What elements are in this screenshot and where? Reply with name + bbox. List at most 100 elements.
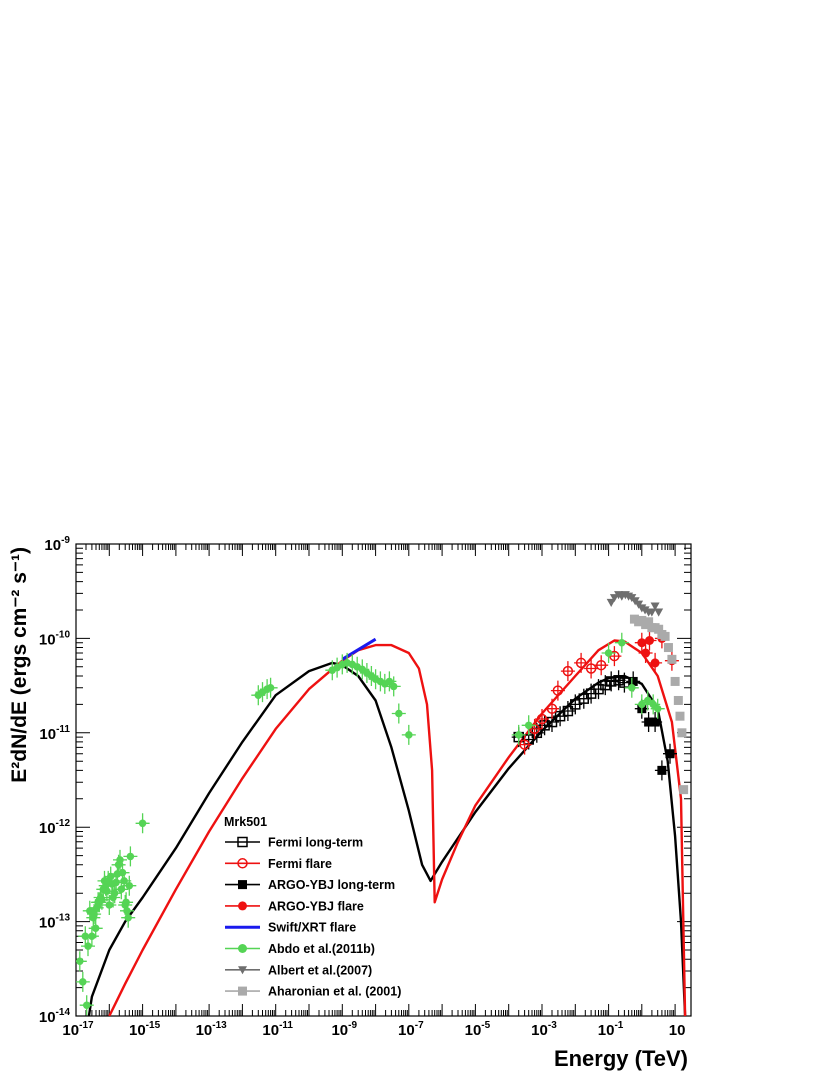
abdo-et-al-2011b-point	[110, 889, 119, 897]
legend-label: Albert et al.(2007)	[268, 963, 372, 977]
fermi-flare-point	[562, 665, 574, 677]
abdo-et-al-2011b-point	[405, 731, 413, 739]
fermi-long-term-point	[562, 705, 574, 717]
aharonian-et-al-2001-point	[644, 617, 654, 627]
abdo-et-al-2011b-point	[123, 907, 131, 915]
legend-marker	[238, 944, 247, 953]
albert-et-al-2007-point	[640, 606, 650, 615]
legend-marker	[238, 986, 247, 996]
abdo-et-al-2011b-point	[98, 896, 106, 904]
abdo-et-al-2011b-point	[138, 819, 147, 828]
abdo-et-al-2011b-point	[76, 957, 84, 966]
legend-label: Aharonian et al. (2001)	[268, 985, 401, 999]
abdo-et-al-2011b-point	[84, 942, 92, 950]
legend-marker	[238, 901, 247, 911]
argo-ybj-long-term-point	[665, 749, 675, 759]
abdo-et-al-2011b-point	[389, 682, 398, 691]
model-curves	[87, 637, 687, 1016]
x-axis-title: Energy (TeV)	[554, 1046, 688, 1071]
abdo-et-al-2011b-point	[90, 910, 98, 918]
swift-xrt-flare-line	[341, 637, 377, 661]
abdo-et-al-2011b-point	[122, 898, 130, 907]
tick-label: 10-7	[398, 1020, 424, 1039]
legend-entry-swift-xrt-flare: Swift/XRT flare	[225, 921, 356, 935]
legend-marker	[237, 836, 248, 848]
tick-label: 10-10	[39, 629, 71, 648]
tick-label: 10-9	[44, 535, 70, 554]
axis-ticks	[75, 544, 692, 1017]
tick-label: 10-14	[39, 1007, 71, 1026]
argo-ybj-flare-point	[645, 636, 655, 646]
fermi-flare-point	[585, 663, 597, 674]
abdo-et-al-2011b-point	[618, 638, 626, 647]
legend-entry-fermi-long-term: Fermi long-term	[225, 836, 363, 850]
abdo-et-al-2011b-point	[395, 709, 403, 718]
abdo-et-al-2011b-point	[524, 721, 533, 730]
abdo-et-al-2011b-point	[79, 978, 87, 986]
tick-label: 10	[669, 1022, 686, 1039]
abdo-et-al-2011b-point	[385, 677, 394, 686]
tick-label: 10-11	[39, 724, 70, 743]
aharonian-et-al-2001-point	[673, 695, 683, 705]
tick-label: 10-12	[39, 818, 71, 837]
aharonian-et-al-2001-point	[667, 654, 677, 664]
albert-et-al-2007-point	[647, 608, 657, 617]
tick-label: 10-1	[598, 1020, 624, 1039]
legend-entry-fermi-flare: Fermi flare	[225, 857, 332, 871]
abdo-et-al-2011b-point	[105, 901, 114, 909]
legend-entry-aharonian-et-al-2001: Aharonian et al. (2001)	[225, 985, 401, 999]
argo-ybj-long-term-point	[657, 765, 667, 775]
albert-et-al-2007-point	[654, 608, 664, 617]
fermi-long-term-point	[605, 676, 617, 687]
argo-ybj-long-term-point	[650, 717, 660, 727]
fermi-long-term-point	[613, 675, 624, 686]
legend-entry-albert-et-al-2007: Albert et al.(2007)	[225, 963, 372, 977]
fermi-flare-point	[595, 659, 607, 671]
abdo-et-al-2011b-point	[266, 684, 275, 692]
tick-label: 10-17	[62, 1020, 94, 1039]
aharonian-et-al-2001-point	[663, 643, 673, 653]
abdo-et-al-2011b-point	[112, 878, 120, 887]
tick-label: 10-3	[531, 1020, 557, 1039]
abdo-et-al-2011b-point	[116, 856, 124, 864]
aharonian-et-al-2001-point	[679, 785, 689, 795]
x-tick-labels: 10-17 10-15 10-13 10-11 10-9 10-7 10-5 10-3 10-1…	[62, 1020, 685, 1039]
tick-label: 10-11	[262, 1020, 293, 1039]
argo-ybj-flare-point	[650, 658, 660, 668]
albert-et-al-2007-point	[609, 594, 619, 603]
abdo-et-al-2011b-point	[82, 1001, 91, 1009]
legend-label: Fermi long-term	[268, 836, 363, 850]
fermi-long-term-point	[570, 699, 581, 710]
tick-label: 10-9	[331, 1020, 357, 1039]
fermi-long-term-point	[600, 679, 611, 691]
aharonian-et-al-2001-point	[670, 676, 680, 686]
y-tick-labels: 10-14 10-13 10-12 10-11 10-10 10-9	[39, 535, 71, 1026]
abdo-et-al-2011b-point	[118, 868, 127, 877]
legend-label: Swift/XRT flare	[268, 921, 356, 935]
fermi-flare-point	[552, 685, 564, 696]
fermi-flare-point	[536, 713, 548, 725]
tick-marks	[75, 544, 692, 1017]
fermi-flare-point	[529, 723, 540, 735]
fermi-flare-point	[575, 657, 587, 669]
abdo-et-al-2011b-point	[643, 696, 652, 705]
abdo-et-al-2011b-point	[604, 649, 613, 657]
legend: Mrk501 Fermi long-term Fermi flare ARGO-YB…	[224, 815, 401, 999]
aharonian-et-al-2001-point	[660, 631, 670, 641]
abdo-et-al-2011b-point	[126, 852, 135, 861]
fermi-long-term-model-curve	[87, 661, 687, 1016]
legend-marker	[238, 880, 247, 890]
aharonian-et-al-2001-point	[654, 624, 664, 634]
legend-label: Fermi flare	[268, 857, 332, 871]
legend-entry-argo-ybj-flare: ARGO-YBJ flare	[225, 899, 364, 913]
aharonian-et-al-2001-point	[675, 711, 685, 721]
abdo-et-al-2011b-point	[628, 684, 636, 692]
legend-title: Mrk501	[224, 815, 267, 829]
fermi-flare-point	[546, 703, 558, 714]
fermi-long-term-point	[539, 720, 550, 731]
abdo-et-al-2011b-point	[117, 885, 126, 894]
abdo-et-al-2011b-point	[125, 881, 134, 890]
legend-entry-argo-ybj-long-term: ARGO-YBJ long-term	[225, 878, 395, 892]
abdo-et-al-2011b-point	[91, 924, 100, 933]
tick-label: 10-15	[129, 1020, 161, 1039]
